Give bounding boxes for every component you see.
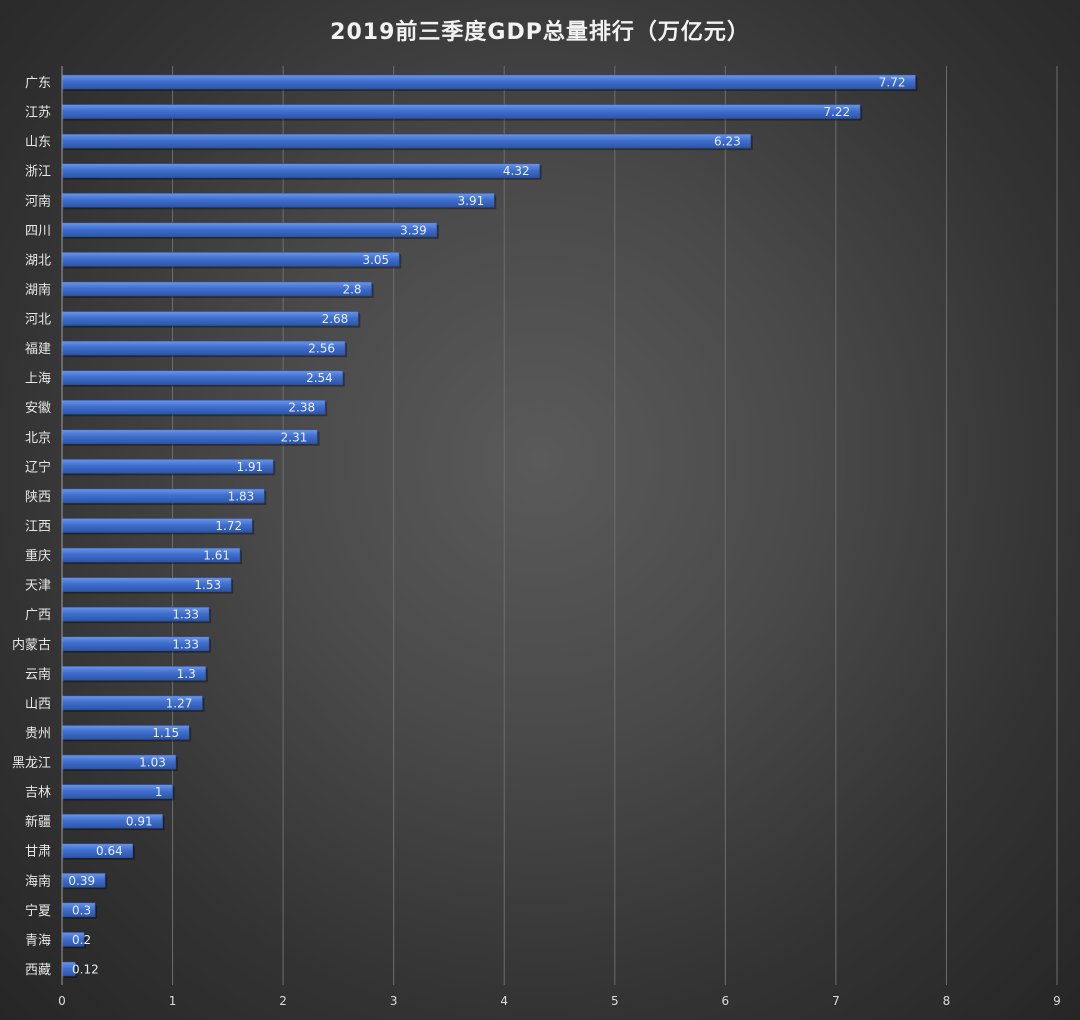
- category-label: 山东: [25, 135, 51, 150]
- data-label: 0.64: [96, 844, 123, 858]
- data-label: 2.56: [308, 342, 335, 356]
- data-label: 3.39: [400, 223, 427, 237]
- data-label: 1.61: [203, 549, 230, 563]
- category-label: 安徽: [25, 401, 51, 416]
- category-label: 江西: [25, 520, 51, 535]
- category-label: 广西: [25, 608, 51, 623]
- bars: 7.72 7.22 6.23 4.32 3.91 3.39 3.05 2.8 2.68 2.56 2…: [61, 74, 918, 978]
- category-label: 四川: [25, 224, 51, 239]
- bar: [61, 74, 916, 90]
- category-label: 辽宁: [25, 459, 51, 475]
- grid-lines: [172, 66, 1058, 985]
- category-label: 贵州: [25, 726, 51, 741]
- category-label: 陕西: [25, 490, 51, 505]
- category-label: 云南: [25, 666, 51, 682]
- bar: [61, 281, 372, 297]
- bar: [61, 193, 495, 208]
- data-label: 3.91: [458, 194, 485, 208]
- data-label: 1.33: [172, 608, 199, 622]
- x-tick-label: 6: [722, 994, 730, 1008]
- bar: [61, 133, 752, 149]
- x-tick-label: 9: [1053, 994, 1061, 1008]
- bar: [61, 370, 344, 385]
- category-label: 湖南: [25, 282, 51, 298]
- data-label: 1.72: [215, 519, 242, 533]
- category-label: 江苏: [25, 105, 51, 121]
- x-tick-label: 8: [943, 994, 951, 1008]
- chart-title: 2019前三季度GDP总量排行（万亿元）: [330, 20, 750, 45]
- data-label: 1.83: [228, 489, 255, 503]
- category-label: 湖北: [25, 253, 51, 268]
- data-label: 1.33: [172, 637, 199, 651]
- category-label: 内蒙古: [12, 637, 51, 653]
- x-tick-label: 1: [169, 994, 177, 1008]
- data-label: 0.3: [72, 903, 91, 917]
- x-tick-label: 3: [390, 994, 398, 1008]
- category-label: 福建: [25, 342, 51, 357]
- data-label: 1: [155, 785, 163, 799]
- bar: [61, 429, 318, 445]
- category-label: 西藏: [25, 963, 51, 978]
- data-label: 7.72: [879, 76, 906, 90]
- category-label: 广东: [25, 76, 51, 91]
- data-label: 0.2: [72, 933, 91, 947]
- category-label: 浙江: [25, 165, 51, 180]
- x-tick-label: 4: [500, 994, 508, 1008]
- x-tick-label: 7: [832, 994, 840, 1008]
- data-label: 1.27: [166, 696, 193, 710]
- category-label: 重庆: [25, 548, 51, 564]
- data-label: 1.53: [194, 578, 221, 592]
- x-tick-label: 0: [58, 994, 66, 1008]
- data-label: 0.39: [68, 874, 95, 888]
- category-label: 河北: [25, 313, 51, 328]
- category-label: 海南: [25, 873, 51, 889]
- data-label: 2.31: [281, 430, 308, 444]
- bar: [61, 104, 861, 119]
- category-label: 天津: [25, 579, 51, 594]
- data-label: 3.05: [362, 253, 389, 267]
- category-label: 青海: [25, 933, 51, 948]
- bar: [61, 222, 438, 238]
- axes: 0 1 2 3 4 5 6 7 8 9 广东江苏山东浙江河南四川湖北湖南河北福建上海安徽北京辽宁陕西…: [12, 66, 1061, 1008]
- category-label: 黑龙江: [12, 756, 51, 771]
- x-tick-label: 2: [279, 994, 287, 1008]
- data-label: 1.03: [139, 756, 166, 770]
- data-label: 2.38: [288, 401, 315, 415]
- data-label: 4.32: [503, 164, 530, 178]
- category-label: 北京: [25, 431, 51, 446]
- data-label: 1.3: [177, 667, 196, 681]
- data-label: 7.22: [823, 105, 850, 119]
- data-label: 1.15: [152, 726, 179, 740]
- data-label: 2.8: [342, 282, 361, 296]
- data-label: 2.68: [322, 312, 349, 326]
- data-label: 0.91: [126, 815, 153, 829]
- bar: [61, 163, 540, 178]
- data-label: 2.54: [306, 371, 333, 385]
- category-label: 吉林: [25, 786, 51, 801]
- bar: [61, 399, 326, 415]
- category-label: 上海: [25, 372, 51, 387]
- category-label: 河南: [25, 193, 51, 209]
- data-label: 1.91: [236, 460, 263, 474]
- bar: [61, 252, 400, 267]
- bar: [61, 311, 359, 326]
- category-label: 宁夏: [25, 903, 51, 919]
- data-label: 6.23: [714, 135, 741, 149]
- category-label: 新疆: [25, 814, 51, 830]
- category-label: 甘肃: [25, 845, 51, 860]
- x-tick-label: 5: [611, 994, 619, 1008]
- category-label: 山西: [25, 697, 51, 712]
- bar: [61, 340, 346, 356]
- data-label: 0.12: [72, 963, 99, 977]
